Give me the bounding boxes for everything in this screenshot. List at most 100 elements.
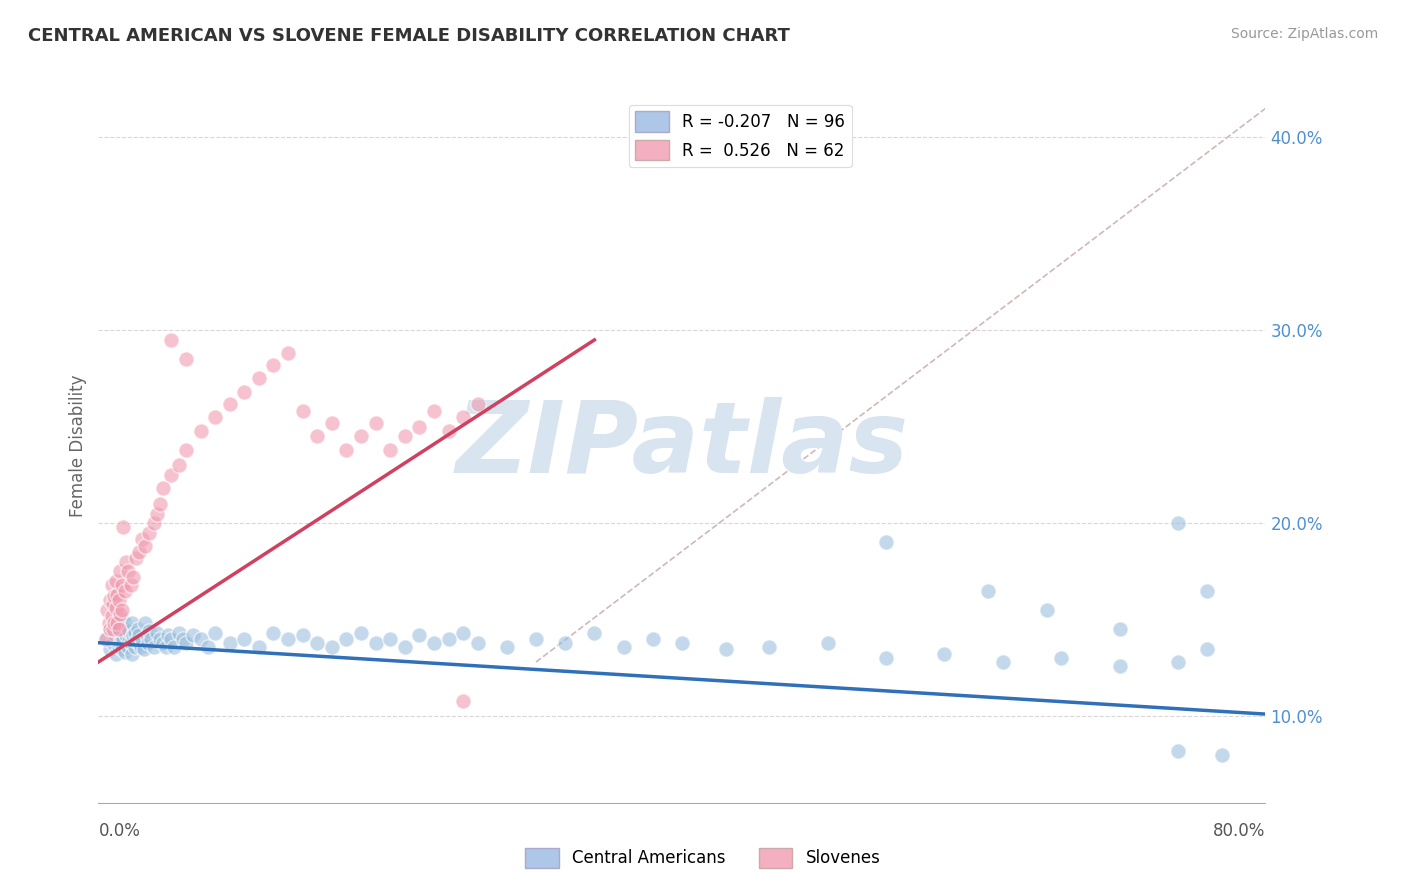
Point bbox=[335, 442, 357, 457]
Point bbox=[104, 616, 127, 631]
Point bbox=[135, 628, 157, 642]
Point bbox=[451, 410, 474, 425]
Text: 0.0%: 0.0% bbox=[98, 822, 141, 840]
Point bbox=[101, 597, 124, 611]
Point bbox=[110, 607, 132, 621]
Point bbox=[408, 628, 430, 642]
Point bbox=[181, 628, 204, 642]
Point bbox=[118, 633, 141, 648]
Point bbox=[98, 622, 121, 636]
Point bbox=[98, 622, 121, 636]
Point bbox=[262, 626, 284, 640]
Point bbox=[394, 429, 416, 443]
Point bbox=[172, 632, 194, 646]
Point bbox=[120, 578, 142, 592]
Point bbox=[160, 467, 183, 482]
Point bbox=[110, 636, 132, 650]
Point bbox=[977, 583, 1000, 598]
Point bbox=[104, 601, 127, 615]
Point bbox=[335, 632, 357, 646]
Point bbox=[1108, 658, 1130, 673]
Point bbox=[134, 539, 156, 553]
Point bbox=[121, 616, 143, 631]
Point bbox=[117, 640, 139, 654]
Point bbox=[111, 603, 134, 617]
Point bbox=[496, 640, 519, 654]
Point bbox=[121, 648, 143, 662]
Point bbox=[524, 632, 547, 646]
Point bbox=[94, 632, 117, 646]
Point bbox=[108, 622, 131, 636]
Point bbox=[124, 626, 146, 640]
Point bbox=[233, 384, 256, 399]
Point bbox=[291, 628, 314, 642]
Point bbox=[277, 632, 299, 646]
Text: CENTRAL AMERICAN VS SLOVENE FEMALE DISABILITY CORRELATION CHART: CENTRAL AMERICAN VS SLOVENE FEMALE DISAB… bbox=[28, 27, 790, 45]
Point bbox=[105, 587, 128, 601]
Point bbox=[875, 535, 897, 549]
Point bbox=[128, 636, 150, 650]
Point bbox=[105, 616, 128, 631]
Point bbox=[139, 632, 162, 646]
Legend: R = -0.207   N = 96, R =  0.526   N = 62: R = -0.207 N = 96, R = 0.526 N = 62 bbox=[628, 104, 852, 167]
Point bbox=[190, 424, 212, 438]
Point bbox=[134, 616, 156, 631]
Point bbox=[307, 429, 329, 443]
Point bbox=[277, 346, 299, 360]
Point bbox=[114, 616, 136, 631]
Point bbox=[149, 632, 172, 646]
Point bbox=[98, 593, 121, 607]
Point bbox=[437, 424, 460, 438]
Point bbox=[1108, 622, 1130, 636]
Point bbox=[394, 640, 416, 654]
Point bbox=[111, 613, 134, 627]
Point bbox=[103, 590, 125, 604]
Point bbox=[1035, 603, 1057, 617]
Point bbox=[112, 520, 135, 534]
Point bbox=[190, 632, 212, 646]
Point bbox=[204, 410, 226, 425]
Point bbox=[152, 482, 174, 496]
Point bbox=[117, 622, 139, 636]
Point bbox=[247, 371, 270, 385]
Point bbox=[120, 636, 142, 650]
Point bbox=[467, 636, 489, 650]
Point bbox=[112, 632, 135, 646]
Point bbox=[114, 583, 136, 598]
Point bbox=[125, 633, 148, 648]
Point bbox=[714, 641, 737, 656]
Point bbox=[423, 404, 446, 418]
Point bbox=[110, 565, 132, 579]
Point bbox=[101, 626, 124, 640]
Point bbox=[111, 641, 134, 656]
Point bbox=[160, 333, 183, 347]
Point bbox=[128, 628, 150, 642]
Text: 80.0%: 80.0% bbox=[1213, 822, 1265, 840]
Point bbox=[451, 693, 474, 707]
Point bbox=[1211, 747, 1233, 762]
Point bbox=[157, 628, 180, 642]
Point bbox=[218, 636, 240, 650]
Point bbox=[1195, 583, 1218, 598]
Point bbox=[152, 636, 174, 650]
Point bbox=[1195, 641, 1218, 656]
Point bbox=[174, 636, 197, 650]
Point bbox=[380, 632, 402, 646]
Point bbox=[671, 636, 693, 650]
Point bbox=[108, 593, 131, 607]
Point bbox=[197, 640, 219, 654]
Point bbox=[146, 626, 169, 640]
Point bbox=[122, 570, 145, 584]
Point bbox=[364, 416, 387, 430]
Point bbox=[128, 545, 150, 559]
Point bbox=[1050, 651, 1073, 665]
Point bbox=[641, 632, 664, 646]
Point bbox=[160, 632, 183, 646]
Point bbox=[131, 632, 153, 646]
Point bbox=[142, 640, 165, 654]
Point bbox=[291, 404, 314, 418]
Point bbox=[149, 497, 172, 511]
Point bbox=[96, 603, 118, 617]
Point bbox=[437, 632, 460, 646]
Y-axis label: Female Disability: Female Disability bbox=[69, 375, 87, 517]
